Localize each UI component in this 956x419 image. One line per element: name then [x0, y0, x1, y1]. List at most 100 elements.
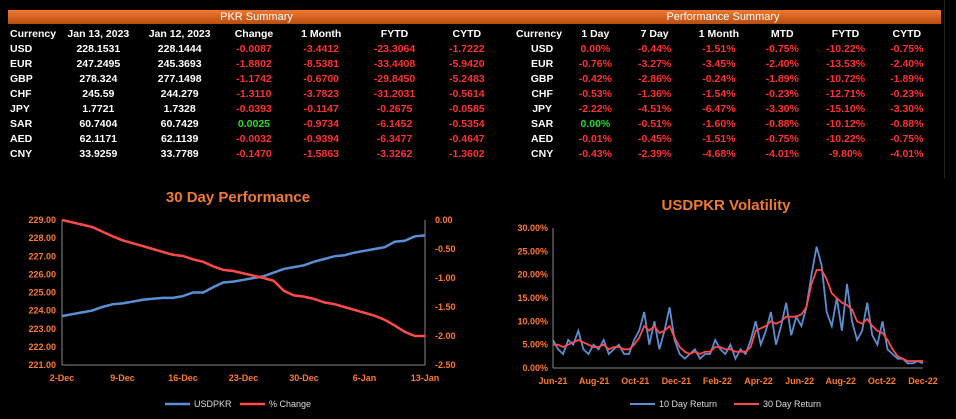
y-left-tick-label: 226.00 — [28, 269, 56, 279]
y-left-tick-label: 222.00 — [28, 342, 56, 352]
x-tick-label: Feb-22 — [703, 376, 732, 386]
table-cell: -4.68% — [702, 148, 736, 160]
y-right-tick-label: -0.50 — [435, 244, 456, 254]
table-cell: -0.01% — [578, 133, 612, 145]
table-cell: 228.1444 — [157, 43, 202, 55]
table-cell: -2.39% — [637, 148, 672, 160]
column-header: FYTD — [831, 28, 860, 40]
table-cell: -0.5354 — [449, 118, 485, 130]
table-cell: -0.75% — [890, 43, 924, 55]
table-cell: -0.45% — [637, 133, 672, 145]
series-line-10-day-return — [552, 246, 924, 365]
y-tick-label: 25.00% — [517, 246, 548, 256]
currency-code: JPY — [532, 103, 553, 115]
table-cell: 1.7721 — [82, 103, 115, 115]
table-cell: -0.6700 — [303, 73, 340, 85]
currency-code: CNY — [10, 148, 33, 160]
currency-code: USD — [10, 43, 33, 55]
pkr-summary-header: Currency Jan 13, 2023 Jan 12, 2023 Change 1 … — [10, 27, 500, 42]
column-header: CYTD — [452, 28, 482, 40]
table-row: JPY 1.7721 1.7328 -0.0393 -0.1147 -0.2675 -0.0… — [10, 102, 500, 117]
table-row: EUR -0.76% -3.27% -3.45% -2.40% -13.53% -2.40% — [516, 57, 936, 72]
x-tick-label: Jun-22 — [785, 376, 814, 386]
table-row: AED 62.1171 62.1139 -0.0032 -0.9394 -6.3477 -0… — [10, 132, 500, 147]
table-cell: -0.2675 — [376, 103, 413, 115]
y-tick-label: 15.00% — [517, 293, 548, 303]
legend-label: 30 Day Return — [763, 399, 821, 409]
table-row: USD 228.1531 228.1444 -0.0087 -3.4412 -23.306… — [10, 42, 500, 57]
performance-summary-header: Currency 1 Day 7 Day 1 Month MTD FYTD CYTD — [516, 27, 936, 42]
y-tick-label: 20.00% — [517, 270, 548, 280]
x-tick-label: Aug-22 — [826, 376, 857, 386]
table-cell: -0.75% — [765, 43, 799, 55]
currency-code: EUR — [531, 58, 554, 70]
x-tick-label: 16-Dec — [168, 373, 198, 383]
y-left-tick-label: 223.00 — [28, 324, 56, 334]
table-cell: 0.0025 — [237, 118, 271, 130]
column-header: 7 Day — [640, 28, 669, 40]
table-cell: 33.7789 — [160, 148, 199, 160]
y-right-tick-label: 0.00 — [435, 215, 453, 225]
table-cell: -2.40% — [765, 58, 799, 70]
x-tick-label: 30-Dec — [289, 373, 319, 383]
table-cell: -15.10% — [825, 103, 866, 115]
table-cell: -0.88% — [765, 118, 799, 130]
y-left-tick-label: 229.00 — [28, 215, 56, 225]
currency-code: AED — [531, 133, 554, 145]
table-row: USD 0.00% -0.44% -1.51% -0.75% -10.22% -0.75% — [516, 42, 936, 57]
table-row: CNY 33.9259 33.7789 -0.1470 -1.5863 -3.3262 -1… — [10, 147, 500, 162]
table-cell: -2.40% — [890, 58, 924, 70]
table-cell: -0.43% — [578, 148, 612, 160]
table-cell: -0.23% — [765, 88, 799, 100]
table-cell: -0.42% — [578, 73, 612, 85]
table-cell: -33.4408 — [373, 58, 416, 70]
table-cell: 228.1531 — [76, 43, 121, 55]
y-right-tick-label: -1.00 — [435, 273, 456, 283]
y-left-tick-label: 227.00 — [28, 251, 56, 261]
table-cell: -1.5863 — [303, 148, 340, 160]
legend-label: 10 Day Return — [659, 399, 717, 409]
table-cell: -5.9420 — [449, 58, 485, 70]
table-cell: -1.89% — [765, 73, 799, 85]
table-cell: -1.8802 — [236, 58, 272, 70]
performance-summary-title: Performance Summary — [505, 10, 941, 24]
table-cell: -1.54% — [702, 88, 736, 100]
series-line-30-day-return — [553, 269, 923, 362]
table-cell: 244.279 — [160, 88, 199, 100]
table-cell: 0.00% — [580, 118, 611, 130]
table-cell: -3.30% — [890, 103, 924, 115]
column-header: 1 Day — [581, 28, 610, 40]
pkr-summary-table: Currency Jan 13, 2023 Jan 12, 2023 Change 1 … — [10, 27, 500, 162]
table-cell: -0.44% — [637, 43, 672, 55]
table-row: JPY -2.22% -4.51% -6.47% -3.30% -15.10% -3.30% — [516, 102, 936, 117]
table-cell: -29.8450 — [373, 73, 416, 85]
currency-code: AED — [10, 133, 33, 145]
x-tick-label: 2-Dec — [50, 373, 75, 383]
table-cell: -0.53% — [578, 88, 612, 100]
table-cell: -2.86% — [637, 73, 672, 85]
y-tick-label: 30.00% — [517, 223, 548, 233]
column-header: Change — [234, 28, 274, 40]
table-cell: -2.22% — [578, 103, 612, 115]
table-cell: -0.0585 — [449, 103, 485, 115]
table-cell: -12.71% — [825, 88, 866, 100]
x-tick-label: 6-Jan — [353, 373, 377, 383]
x-tick-label: Aug-21 — [579, 376, 610, 386]
y-right-tick-label: -2.00 — [435, 331, 456, 341]
table-cell: -4.51% — [637, 103, 672, 115]
table-cell: 60.7429 — [160, 118, 199, 130]
table-cell: -0.23% — [890, 88, 924, 100]
table-cell: -6.1452 — [376, 118, 413, 130]
performance-summary-table: Currency 1 Day 7 Day 1 Month MTD FYTD CYTD USD… — [516, 27, 936, 162]
column-header: MTD — [770, 28, 794, 40]
currency-code: GBP — [530, 73, 554, 85]
summary-panel: PKR Summary Performance Summary Currency… — [0, 0, 945, 178]
table-cell: -0.1470 — [236, 148, 272, 160]
table-cell: -10.72% — [825, 73, 866, 85]
table-cell: -0.0393 — [236, 103, 272, 115]
currency-code: GBP — [10, 73, 33, 85]
table-row: SAR 60.7404 60.7429 0.0025 -0.9734 -6.1452 -0.… — [10, 117, 500, 132]
table-cell: -3.3262 — [376, 148, 413, 160]
table-cell: -1.36% — [637, 88, 672, 100]
y-right-tick-label: -2.50 — [435, 360, 456, 370]
